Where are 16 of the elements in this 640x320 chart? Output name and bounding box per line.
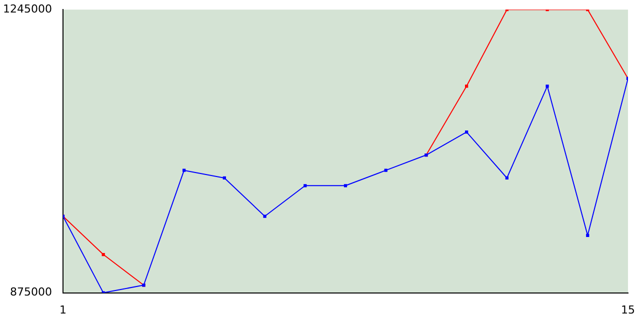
point [465,84,468,88]
y-tick-label: 875000 [10,286,52,299]
point [222,176,226,180]
point [182,168,186,172]
point [546,84,549,88]
x-tick-label: 15 [621,303,635,316]
x-tick-label: 1 [59,303,66,316]
point [465,130,468,134]
point [586,234,590,237]
point [263,214,266,218]
point [102,252,105,256]
point [384,168,388,172]
point [344,184,348,188]
y-tick-label: 1245000 [2,2,52,16]
point [304,184,307,188]
point [505,176,508,180]
